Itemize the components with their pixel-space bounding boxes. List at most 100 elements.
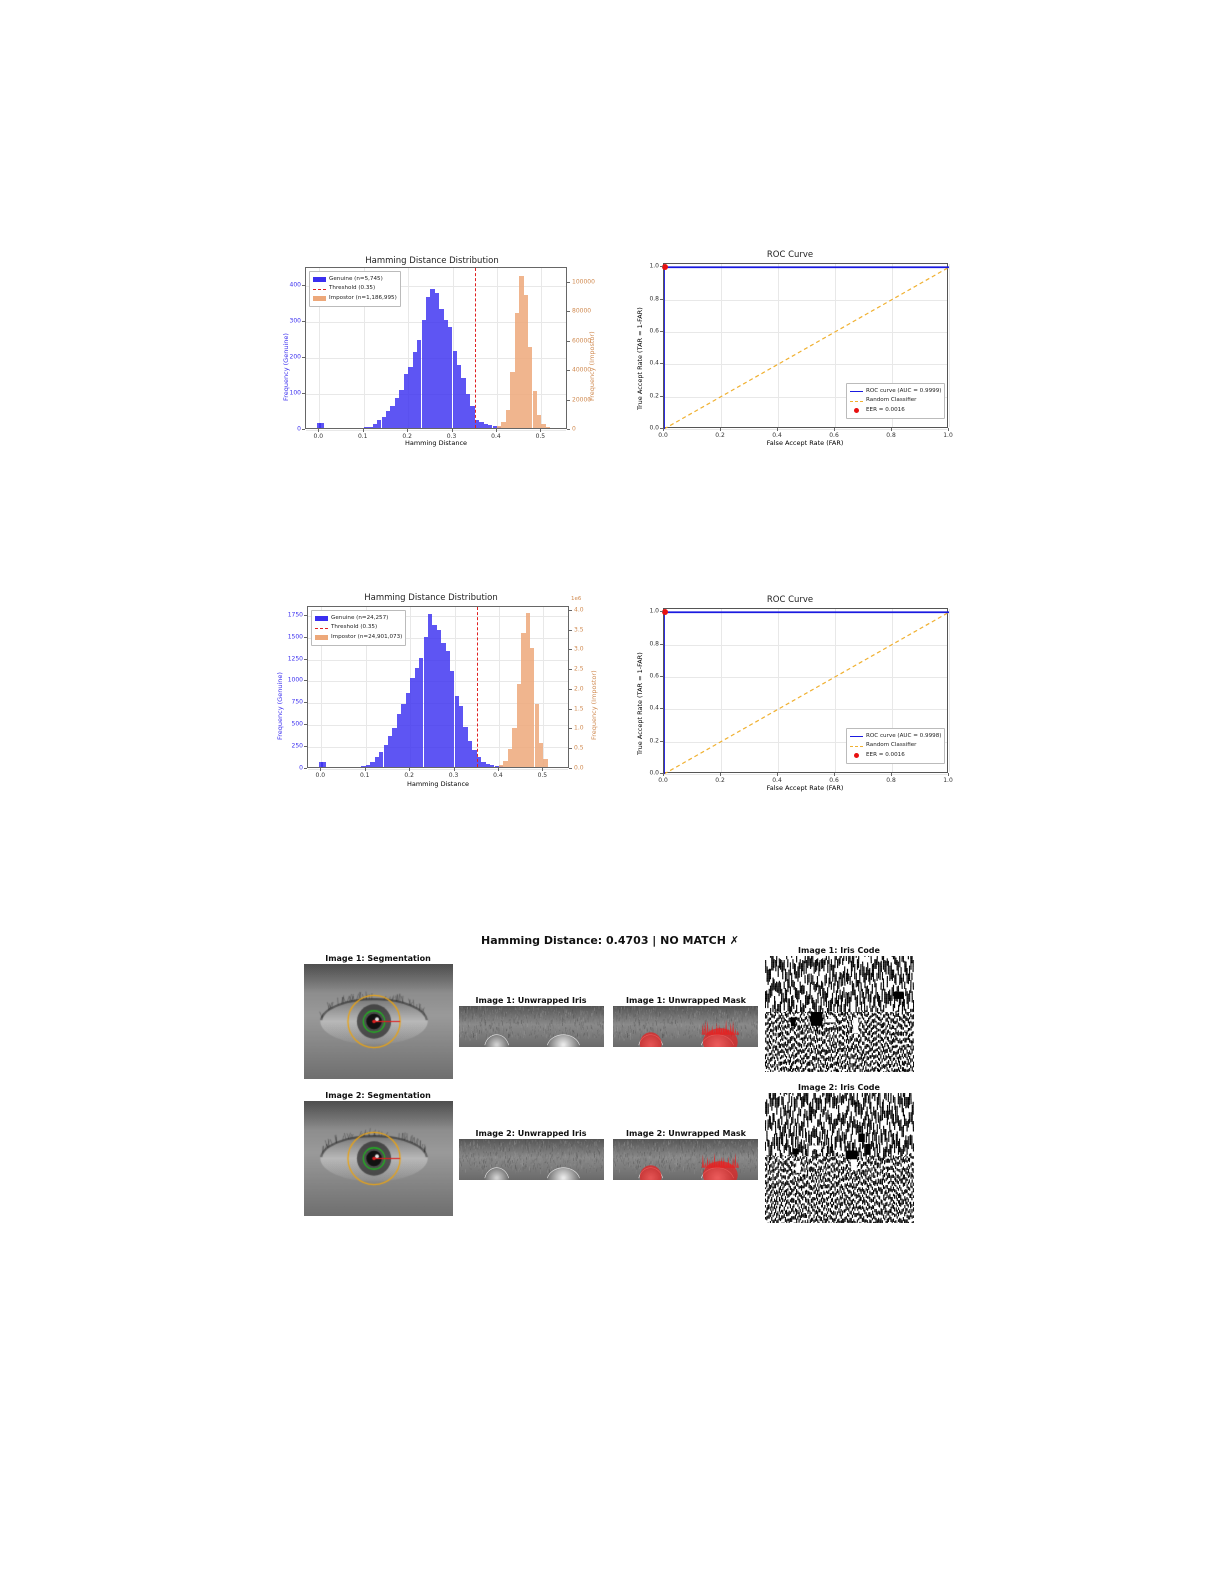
roc-line-swatch-icon: [850, 390, 863, 392]
tick-mark: [660, 266, 663, 268]
gridline-vertical: [498, 607, 500, 767]
y-tick-label-left: 100: [289, 389, 301, 397]
legend-item-genuine: Genuine (n=24,257): [315, 614, 402, 624]
histogram-bar-genuine: [374, 757, 379, 767]
tick-mark: [948, 773, 949, 776]
y-tick-label: 0.2: [649, 737, 659, 745]
threshold-line: [476, 607, 478, 767]
tick-mark: [318, 429, 320, 432]
tick-mark: [660, 708, 663, 710]
tick-mark: [302, 429, 305, 430]
histogram-bar-genuine: [436, 629, 442, 767]
y-tick-label-left: 750: [291, 698, 303, 706]
tick-mark: [660, 298, 663, 300]
threshold-swatch-icon: [313, 288, 326, 290]
unwrapped-iris-image-2: [459, 1139, 604, 1180]
histogram-bar-genuine: [421, 320, 426, 428]
unwrapped-mask-image-1: [613, 1006, 758, 1047]
y-tick-label-left: 0: [299, 764, 303, 772]
hist-1-xlabel: Hamming Distance: [404, 439, 468, 447]
roc-1-legend[interactable]: ROC curve (AUC = 0.9999) Random Classifi…: [846, 383, 946, 420]
legend-label: Genuine (n=24,257): [331, 614, 389, 621]
histogram-bars: [308, 607, 568, 767]
roc-2-legend[interactable]: ROC curve (AUC = 0.9998) Random Classifi…: [846, 728, 946, 765]
tick-mark: [660, 611, 663, 613]
legend-item-roc-curve: ROC curve (AUC = 0.9999): [850, 387, 941, 397]
histogram-bar-genuine: [490, 764, 495, 767]
histogram-bar-genuine: [450, 670, 455, 767]
y-tick-label: 0.6: [649, 327, 659, 335]
x-tick-label: 0.8: [886, 777, 896, 784]
histogram-bar-genuine: [385, 411, 391, 428]
match-result-header: Hamming Distance: 0.4703 | NO MATCH ✗: [481, 934, 739, 947]
y-tick-label-right: 80000: [572, 307, 592, 315]
roc-2-title: ROC Curve: [766, 595, 814, 605]
hist-1-title: Hamming Distance Distribution: [365, 256, 499, 266]
tick-mark: [834, 428, 835, 431]
tick-mark: [569, 748, 572, 750]
legend-label: Threshold (0.35): [331, 624, 378, 631]
segmentation-image-2: [304, 1101, 453, 1216]
x-tick-label: 0.6: [829, 432, 839, 439]
panel-title-unwrapped-mask-1: Image 1: Unwrapped Mask: [626, 996, 746, 1005]
eye-canvas: [304, 964, 453, 1079]
histogram-bar-genuine: [479, 421, 484, 428]
histogram-bar-impostor: [536, 414, 542, 428]
histogram-bar-genuine: [494, 765, 499, 767]
gridline-horizontal: [664, 429, 947, 430]
histogram-bar-genuine: [481, 761, 486, 767]
tick-mark: [663, 428, 664, 431]
threshold-swatch-icon: [315, 627, 328, 629]
iris-code-canvas: [765, 956, 914, 1072]
gridline-horizontal: [308, 769, 568, 770]
y-tick-label: 0.2: [649, 392, 659, 400]
x-tick-label: 0.3: [448, 772, 459, 779]
tick-mark: [302, 357, 305, 358]
hist-2-ylabel-right: Frequency (Impostor): [590, 670, 598, 740]
gridline-horizontal: [664, 396, 947, 398]
histogram-bar-impostor: [521, 632, 526, 767]
tick-mark: [304, 724, 307, 726]
y-tick-label: 0.4: [649, 359, 659, 367]
tick-mark: [409, 768, 411, 771]
gridline-horizontal: [308, 615, 568, 617]
tick-mark: [569, 649, 572, 651]
tick-mark: [304, 746, 307, 748]
unwrapped-mask-canvas: [613, 1139, 758, 1180]
histogram-bar-genuine: [434, 293, 440, 428]
y-tick-label: 1.0: [649, 262, 659, 270]
tick-mark: [660, 395, 663, 397]
histogram-bar-genuine: [365, 764, 371, 767]
histogram-bar-genuine: [485, 763, 490, 767]
gridline-vertical: [408, 268, 410, 428]
unwrapped-iris-canvas: [459, 1139, 604, 1180]
x-tick-label: 1.0: [943, 777, 953, 784]
tick-mark: [569, 688, 572, 690]
hist-1-legend[interactable]: Genuine (n=5,745) Threshold (0.35) Impos…: [309, 271, 401, 308]
hist-2-legend[interactable]: Genuine (n=24,257) Threshold (0.35) Impo…: [311, 610, 407, 647]
histogram-bar-genuine: [319, 422, 324, 428]
y-tick-label: 0.6: [649, 672, 659, 680]
tick-mark: [362, 429, 364, 432]
histogram-bar-impostor: [532, 391, 537, 428]
roc-1-title: ROC Curve: [766, 250, 814, 260]
histogram-bar-genuine: [430, 289, 435, 428]
tick-mark: [304, 614, 307, 616]
histogram-bar-genuine: [381, 417, 386, 428]
tick-mark: [663, 773, 664, 776]
unwrapped-mask-canvas: [613, 1006, 758, 1047]
histogram-bar-genuine: [432, 625, 437, 767]
histogram-bar-genuine: [387, 736, 393, 767]
roc-line-swatch-icon: [850, 735, 863, 737]
tick-mark: [569, 629, 572, 631]
histogram-bar-impostor: [519, 276, 524, 428]
histogram-bar-genuine: [476, 756, 482, 767]
histogram-bar-genuine: [368, 426, 373, 428]
iris-code-image-2: [765, 1093, 914, 1223]
histogram-bar-impostor: [507, 749, 513, 767]
y-tick-label-right: 1.0: [574, 724, 584, 732]
histogram-bar-genuine: [470, 406, 475, 428]
legend-label: Random Classifier: [866, 742, 917, 749]
gridline-horizontal: [664, 709, 947, 711]
y-tick-label-left: 300: [289, 317, 301, 325]
